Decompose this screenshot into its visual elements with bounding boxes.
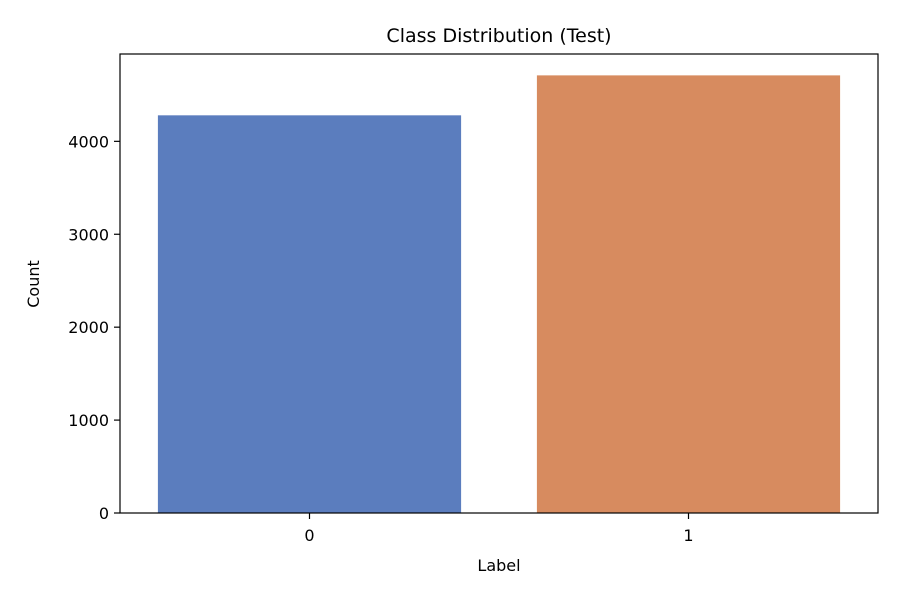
y-tick-label-3000: 3000: [68, 225, 109, 244]
chart-title: Class Distribution (Test): [386, 25, 611, 47]
x-tick-label-1: 1: [683, 526, 693, 545]
x-tick-label-0: 0: [304, 526, 314, 545]
y-tick-label-2000: 2000: [68, 318, 109, 337]
bar-1: [536, 75, 841, 514]
y-axis-label: Count: [24, 260, 43, 308]
plot-area-frame: [119, 53, 879, 514]
bars-group: [157, 75, 841, 514]
y-axis-ticks: 0 1000 2000 3000 4000: [68, 132, 120, 523]
y-tick-label-4000: 4000: [68, 132, 109, 151]
x-axis-label: Label: [477, 556, 520, 575]
y-tick-label-0: 0: [99, 504, 109, 523]
y-tick-label-1000: 1000: [68, 411, 109, 430]
bar-0: [157, 115, 462, 513]
